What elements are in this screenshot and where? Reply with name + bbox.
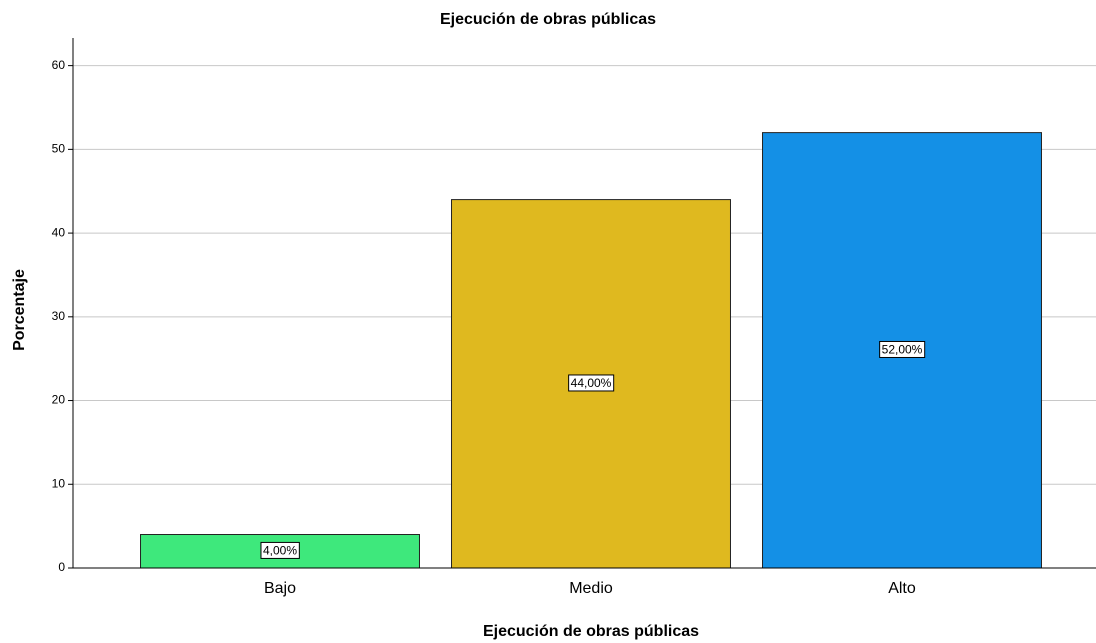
x-tick-label: Medio (569, 580, 613, 597)
y-axis-label: Porcentaje (11, 269, 28, 351)
y-tick-label: 60 (52, 58, 66, 72)
y-tick-label: 20 (52, 393, 66, 407)
y-tick-label: 10 (52, 476, 66, 490)
value-label-box (260, 541, 300, 559)
value-label-box (879, 340, 926, 358)
value-label-box (568, 374, 615, 392)
y-tick-label: 40 (52, 225, 66, 239)
value-label: 44,00% (571, 376, 612, 390)
x-tick-label: Bajo (264, 580, 296, 597)
y-tick-label: 0 (58, 560, 65, 574)
value-label: 4,00% (263, 543, 297, 557)
x-axis-label: Ejecución de obras públicas (483, 623, 699, 640)
x-tick-label: Alto (888, 580, 916, 597)
y-tick-label: 30 (52, 309, 66, 323)
value-label: 52,00% (882, 342, 923, 356)
y-tick-label: 50 (52, 142, 66, 156)
chart-title: Ejecución de obras públicas (440, 11, 656, 28)
